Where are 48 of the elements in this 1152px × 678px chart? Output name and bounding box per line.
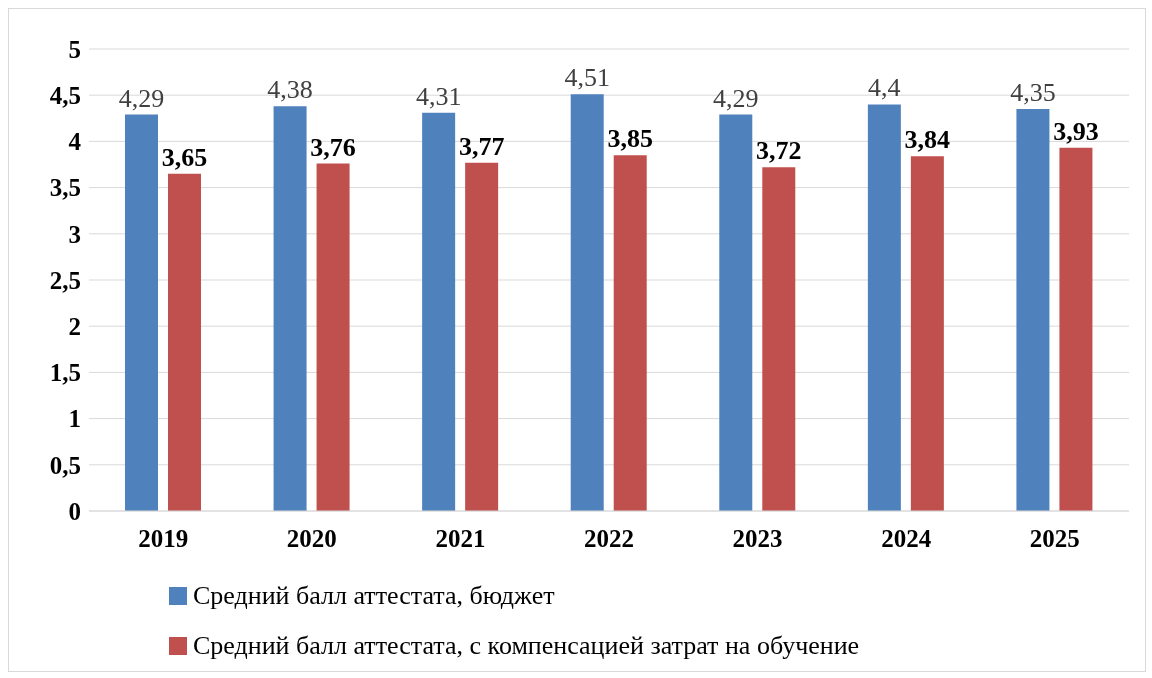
x-tick-label: 2024 xyxy=(881,524,932,552)
bar xyxy=(867,104,901,511)
y-tick-label: 3 xyxy=(68,220,81,248)
y-tick-label: 1,5 xyxy=(49,359,81,387)
bar xyxy=(762,167,796,511)
bar xyxy=(1059,147,1093,511)
data-label: 4,4 xyxy=(868,73,901,103)
y-tick-label: 3,5 xyxy=(49,174,81,202)
y-tick-label: 0,5 xyxy=(49,451,81,479)
data-label: 3,72 xyxy=(756,136,802,166)
y-tick-label: 4,5 xyxy=(49,82,81,110)
bar xyxy=(316,163,350,511)
legend-label: Средний балл аттестата, с компенсацией затрат на обучение xyxy=(193,631,860,660)
y-tick-label: 2,5 xyxy=(49,266,81,294)
bar xyxy=(273,106,307,511)
bar xyxy=(125,114,158,511)
x-tick-label: 2020 xyxy=(286,524,337,552)
x-tick-label: 2022 xyxy=(584,524,634,552)
bar xyxy=(910,156,944,511)
bar xyxy=(570,94,604,511)
data-label: 3,85 xyxy=(607,124,653,154)
bar xyxy=(168,173,201,511)
data-label: 4,38 xyxy=(267,75,313,105)
bar xyxy=(613,155,647,511)
data-label: 4,51 xyxy=(564,63,610,93)
bar xyxy=(465,162,499,511)
data-label: 3,93 xyxy=(1053,116,1099,146)
legend-label: Средний балл аттестата, бюджет xyxy=(193,581,555,610)
data-label: 3,76 xyxy=(310,132,356,162)
data-label: 3,77 xyxy=(458,131,505,161)
y-tick-label: 2 xyxy=(68,313,81,341)
y-tick-label: 4 xyxy=(68,128,82,156)
data-label: 3,65 xyxy=(161,142,208,172)
x-tick-label: 2019 xyxy=(138,524,189,552)
data-label: 4,35 xyxy=(1010,78,1056,108)
x-tick-label: 2023 xyxy=(732,524,783,552)
data-label: 4,31 xyxy=(415,81,462,111)
y-tick-label: 1 xyxy=(68,405,81,433)
bar xyxy=(719,114,753,511)
y-tick-label: 5 xyxy=(68,35,81,63)
x-tick-label: 2021 xyxy=(435,524,486,552)
data-label: 3,84 xyxy=(904,125,951,155)
bar xyxy=(422,112,456,511)
y-tick-label: 0 xyxy=(68,497,81,525)
bar xyxy=(1016,109,1050,511)
data-label: 4,29 xyxy=(118,83,165,113)
data-label: 4,29 xyxy=(713,83,759,113)
x-tick-label: 2025 xyxy=(1029,524,1080,552)
